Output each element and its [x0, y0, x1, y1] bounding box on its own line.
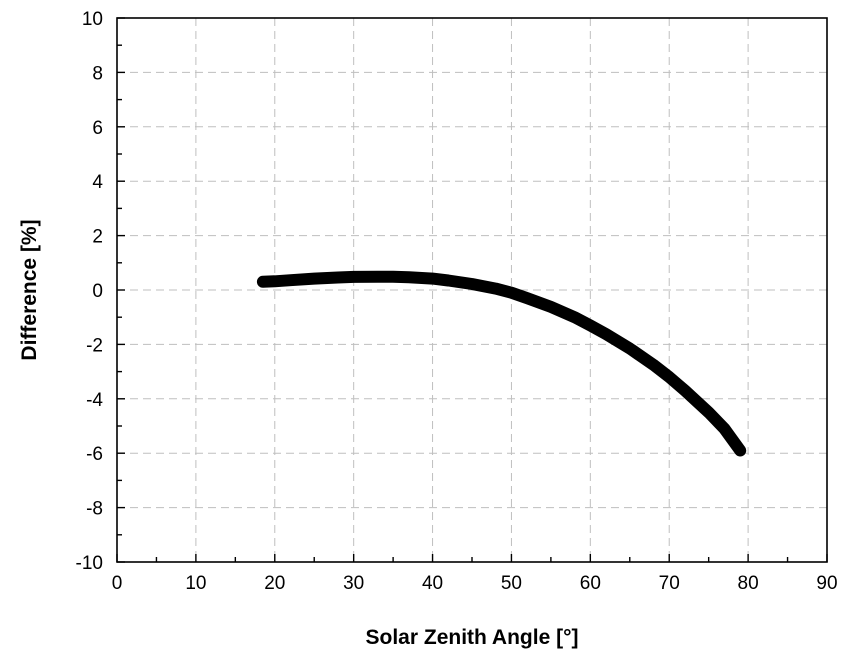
- y-tick-label: -4: [86, 390, 103, 411]
- x-tick-label: 40: [422, 573, 443, 594]
- plot-frame: [116, 17, 828, 563]
- y-tick-label: 8: [92, 63, 103, 84]
- x-tick-labels: 0 10 20 30 40 50 60 70 80 90: [112, 573, 838, 594]
- x-tick-label: 90: [816, 573, 837, 594]
- y-tick-label: 10: [82, 9, 103, 30]
- x-tick-label: 50: [501, 573, 522, 594]
- series-layer: [256, 270, 747, 457]
- y-tick-label: -6: [86, 444, 103, 465]
- minor-ticks: [116, 17, 828, 563]
- series-line-0: [256, 270, 747, 457]
- y-tick-label: -2: [86, 335, 103, 356]
- y-tick-label: 4: [92, 172, 103, 193]
- x-tick-label: 80: [738, 573, 759, 594]
- y-tick-label: -10: [76, 553, 103, 574]
- x-tick-label: 20: [264, 573, 285, 594]
- x-tick-label: 0: [112, 573, 123, 594]
- x-tick-label: 70: [659, 573, 680, 594]
- y-axis-title: Difference [%]: [18, 219, 41, 360]
- y-tick-labels: -10 -8 -6 -4 -2 0 2 4 6 8 10: [76, 9, 104, 574]
- y-tick-label: -8: [86, 499, 103, 520]
- y-tick-label: 6: [92, 118, 103, 139]
- y-tick-label: 2: [92, 227, 103, 248]
- x-tick-label: 10: [185, 573, 206, 594]
- x-tick-label: 60: [580, 573, 601, 594]
- x-tick-label: 30: [343, 573, 364, 594]
- y-tick-label: 0: [92, 281, 103, 302]
- x-axis-title: Solar Zenith Angle [°]: [366, 626, 579, 649]
